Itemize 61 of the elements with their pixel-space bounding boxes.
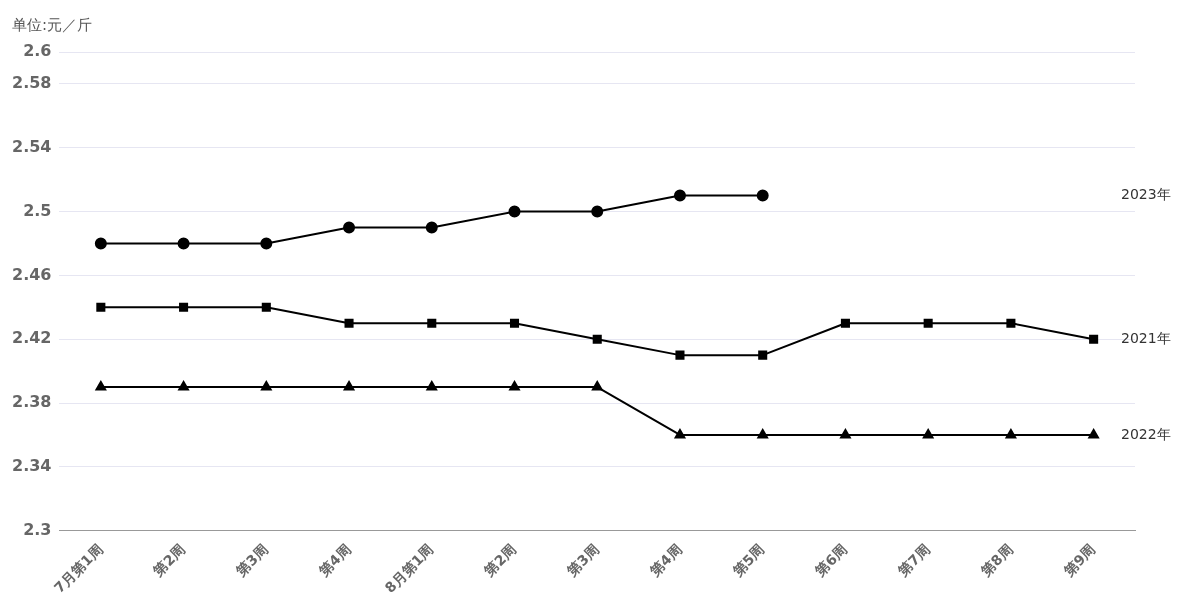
x-tick-label: 第7周 [894,540,933,580]
point [757,428,769,439]
point [840,318,850,328]
point [344,318,354,328]
point [509,318,520,328]
y-tick-label: 2.5 [23,200,52,220]
point [95,381,107,391]
point [840,428,851,439]
point [1005,428,1017,439]
x-tick-label: 7月第1周 [50,540,106,596]
x-tick-label: 8月第1周 [381,540,437,596]
point [178,381,189,391]
point [260,381,272,391]
point [179,302,189,312]
x-tick-label: 第6周 [811,540,851,580]
point [426,381,438,391]
x-tick-label: 第5周 [728,540,768,580]
point [591,381,603,391]
point [675,350,685,360]
point [94,237,107,250]
y-tick-label: 2.6 [23,41,52,61]
point [592,334,602,344]
x-tick-label: 第3周 [232,540,271,580]
y-tick-label: 2.3 [23,519,52,539]
x-tick-label: 第8周 [976,540,1016,580]
point [427,318,437,328]
y-tick-label: 2.34 [11,455,52,475]
y-tick-label: 2.38 [11,392,52,412]
x-tick-label: 第2周 [480,540,520,580]
series-label: 2021年 [1121,329,1171,346]
text: 2023年 [1121,186,1171,203]
point [1006,318,1016,328]
point [673,189,686,202]
x-tick-label: 第3周 [563,540,602,580]
point [177,237,190,250]
point [508,205,521,218]
y-tick-label: 2.54 [11,136,52,156]
point [96,302,106,312]
point [1089,334,1099,344]
point [425,221,438,234]
x-tick-label: 第2周 [149,540,189,580]
point [343,381,355,391]
x-tick-label: 第4周 [645,540,685,580]
point [261,302,271,312]
point [756,189,769,202]
point [674,428,686,439]
point [591,205,604,218]
y-tick-label: 2.42 [11,328,52,348]
series-label: 2022年 [1121,425,1171,442]
point [509,381,520,391]
point [923,318,933,328]
point [343,221,356,234]
x-tick-label: 第4周 [315,540,354,580]
point [260,237,273,250]
y-tick-label: 2.46 [11,264,52,284]
y-tick-label: 2.58 [11,73,52,93]
point [1088,428,1099,439]
x-tick-label: 第9周 [1059,540,1099,580]
point [758,350,768,360]
point [922,428,934,439]
y-axis-title: 单位:元／斤 [12,15,93,34]
